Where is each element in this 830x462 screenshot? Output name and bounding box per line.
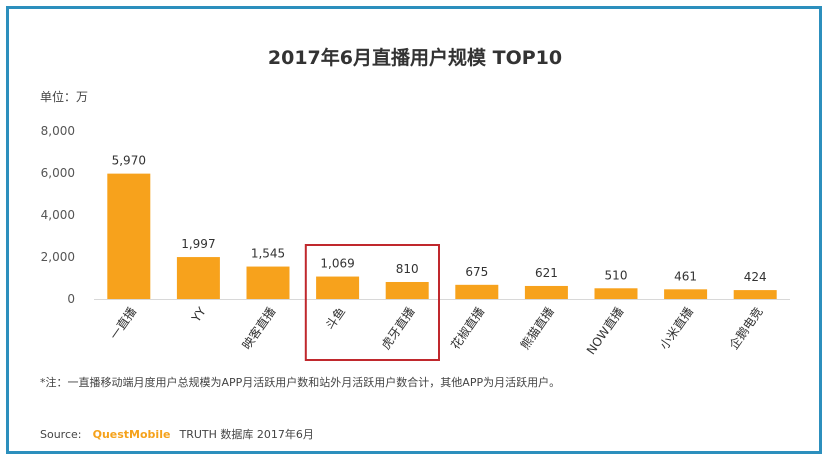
bar-value-label: 675: [465, 265, 488, 279]
bar: [664, 289, 708, 299]
bar-value-label: 424: [744, 270, 767, 284]
bar: [733, 290, 777, 299]
highlight-box: [304, 244, 440, 361]
bar-value-label: 5,970: [112, 154, 146, 168]
x-category-label: NOW直播: [584, 305, 627, 358]
bar: [455, 284, 499, 299]
bar-value-label: 810: [396, 262, 419, 276]
y-tick-label: 6,000: [41, 166, 75, 180]
y-tick-label: 0: [67, 292, 75, 306]
x-category-label: 企鹅电竞: [726, 304, 766, 352]
y-tick-label: 4,000: [41, 208, 75, 222]
x-category-label: 斗鱼: [323, 305, 348, 333]
y-tick-label: 2,000: [41, 250, 75, 264]
chart-title: 2017年6月直播用户规模 TOP10: [268, 46, 562, 69]
bar: [385, 281, 429, 299]
x-category-label: 虎牙直播: [379, 305, 418, 352]
y-axis: 0 2,000 4,000 6,000 8,000: [41, 124, 75, 306]
bars-group: 5,970 一直播 1,997 YY 1,545 映客直播 1,069 斗鱼 810 虎牙直播 67…: [107, 154, 777, 358]
unit-label: 单位：万: [40, 89, 88, 104]
bar-value-label: 1,997: [181, 237, 215, 251]
bar: [176, 257, 220, 299]
y-tick-label: 8,000: [41, 124, 75, 138]
x-category-label: 映客直播: [239, 304, 279, 352]
bar-value-label: 621: [535, 266, 558, 280]
x-category-label: 一直播: [107, 305, 139, 343]
bar: [524, 285, 568, 299]
bar: [246, 266, 290, 299]
bar-value-label: 1,069: [320, 257, 354, 271]
bar: [107, 173, 151, 299]
bar-value-label: 461: [674, 269, 697, 283]
bar-value-label: 510: [605, 268, 628, 282]
bar: [594, 288, 638, 299]
x-category-label: 花椒直播: [447, 304, 487, 352]
x-category-label: YY: [188, 304, 209, 325]
footnote: *注：一直播移动端月度用户总规模为APP月活跃用户数和站外月活跃用户数合计，其他…: [40, 375, 560, 389]
x-category-label: 熊猫直播: [517, 304, 557, 352]
source-text: TRUTH 数据库 2017年6月: [179, 427, 314, 441]
bar-value-label: 1,545: [251, 247, 285, 261]
source-line: Source: QuestMobile TRUTH 数据库 2017年6月: [40, 423, 314, 442]
source-brand: QuestMobile: [93, 428, 171, 441]
x-category-label: 小米直播: [657, 305, 696, 352]
source-label: Source:: [40, 428, 82, 441]
bar: [316, 276, 360, 299]
